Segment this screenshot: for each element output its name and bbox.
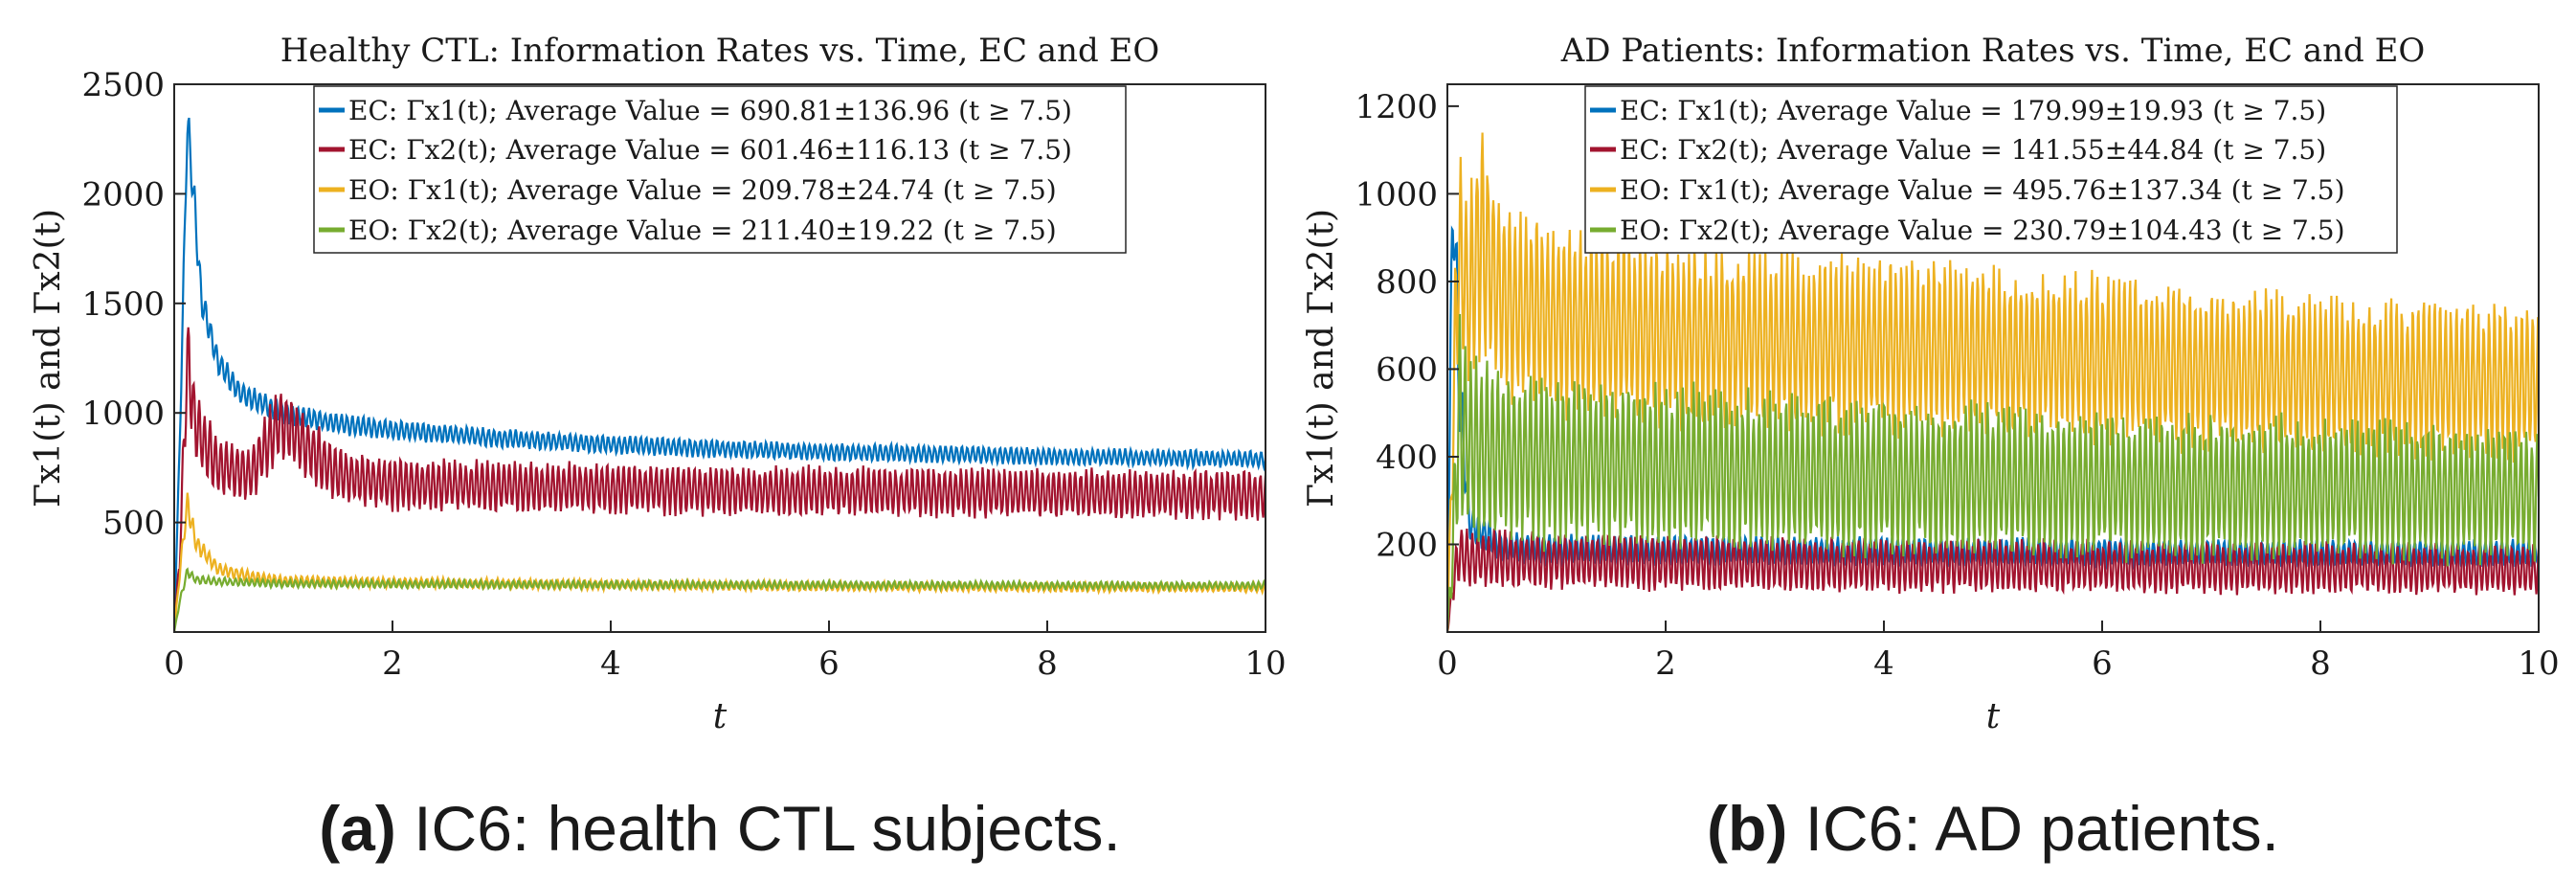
chart-b-plot-area — [1447, 132, 2539, 632]
chart-b-legend: EC: Γx1(t); Average Value = 179.99±19.93… — [1584, 85, 2398, 254]
chart-a-ylabel: Γx1(t) and Γx2(t) — [29, 209, 68, 508]
caption-a-label: (a) — [319, 793, 396, 864]
chart-a-axes-box — [173, 83, 1266, 633]
chart-a-legend-entry-3: EO: Γx1(t); Average Value = 209.78±24.74… — [319, 174, 1057, 206]
chart-a-xlabel: t — [713, 697, 728, 736]
chart-b-legend-entry-1: EC: Γx1(t); Average Value = 179.99±19.93… — [1590, 95, 2326, 126]
chart-a-legend-label-3: EO: Γx1(t); Average Value = 209.78±24.74… — [348, 174, 1057, 206]
chart-b-xtick-label: 4 — [1873, 644, 1894, 683]
chart-b-xtick-label: 6 — [2092, 644, 2113, 683]
chart-a-ticks: 0 2 4 6 8 10 500 1000 1500 2000 2500 — [81, 66, 1286, 683]
chart-a-xtick-label: 10 — [1244, 644, 1286, 683]
chart-b-ytick-label: 1000 — [1355, 175, 1438, 214]
chart-a-xtick-label: 8 — [1037, 644, 1058, 683]
chart-b-ytick-label: 1200 — [1355, 88, 1438, 126]
chart-b-xtick-label: 8 — [2310, 644, 2331, 683]
chart-b-xlabel: t — [1986, 697, 2001, 736]
chart-b-series-line-2 — [1447, 528, 2539, 632]
chart-a-legend-box — [313, 85, 1127, 254]
chart-b-ylabel: Γx1(t) and Γx2(t) — [1302, 209, 1341, 508]
chart-a-legend-label-1: EC: Γx1(t); Average Value = 690.81±136.9… — [348, 95, 1072, 126]
chart-a-series-line-3 — [174, 492, 1266, 632]
caption-a: (a) IC6: health CTL subjects. — [319, 793, 1121, 864]
chart-b-legend-label-2: EC: Γx2(t); Average Value = 141.55±44.84… — [1620, 134, 2326, 166]
chart-b-legend-label-4: EO: Γx2(t); Average Value = 230.79±104.4… — [1620, 215, 2345, 246]
chart-a-plot-area — [174, 117, 1266, 632]
chart-b-title: AD Patients: Information Rates vs. Time,… — [1560, 32, 2426, 70]
chart-a-legend-entry-1: EC: Γx1(t); Average Value = 690.81±136.9… — [319, 95, 1072, 126]
chart-b-xtick-label: 2 — [1655, 644, 1676, 683]
chart-a-legend-entry-2: EC: Γx2(t); Average Value = 601.46±116.1… — [319, 134, 1072, 166]
chart-a-series-line-4 — [174, 567, 1266, 632]
chart-b-ytick-label: 200 — [1376, 526, 1438, 564]
chart-a-legend-entry-4: EO: Γx2(t); Average Value = 211.40±19.22… — [319, 215, 1057, 246]
chart-b-legend-label-1: EC: Γx1(t); Average Value = 179.99±19.93… — [1620, 95, 2326, 126]
chart-b-ytick-label: 600 — [1376, 350, 1438, 389]
chart-a-xtick-label: 4 — [600, 644, 621, 683]
chart-a-xtick-label: 6 — [818, 644, 840, 683]
chart-a-ytick-label: 1500 — [81, 285, 165, 324]
chart-b-legend-entry-3: EO: Γx1(t); Average Value = 495.76±137.3… — [1590, 174, 2345, 206]
chart-b-legend-entry-4: EO: Γx2(t); Average Value = 230.79±104.4… — [1590, 215, 2345, 246]
chart-a-legend-label-2: EC: Γx2(t); Average Value = 601.46±116.1… — [348, 134, 1072, 166]
chart-a-title: Healthy CTL: Information Rates vs. Time,… — [280, 32, 1159, 70]
chart-a-legend: EC: Γx1(t); Average Value = 690.81±136.9… — [313, 85, 1127, 254]
caption-b: (b) IC6: AD patients. — [1707, 793, 2279, 864]
chart-panel-b: AD Patients: Information Rates vs. Time,… — [1302, 32, 2560, 864]
chart-panel-a: Healthy CTL: Information Rates vs. Time,… — [29, 32, 1287, 864]
chart-b-legend-label-3: EO: Γx1(t); Average Value = 495.76±137.3… — [1620, 174, 2345, 206]
chart-b-ticks: 0 2 4 6 8 10 200 400 600 800 1000 1200 — [1355, 88, 2559, 683]
caption-a-text: IC6: health CTL subjects. — [396, 793, 1121, 864]
chart-b-series-line-4 — [1447, 313, 2539, 632]
chart-a-series-line-1 — [174, 117, 1266, 632]
chart-a-ytick-label: 2500 — [81, 66, 165, 104]
chart-b-legend-box — [1584, 85, 2398, 254]
chart-b-ytick-label: 800 — [1376, 263, 1438, 302]
chart-b-axes-box — [1446, 83, 2540, 633]
chart-a-legend-label-4: EO: Γx2(t); Average Value = 211.40±19.22… — [348, 215, 1057, 246]
chart-b-xtick-label: 10 — [2518, 644, 2559, 683]
chart-b-xtick-label: 0 — [1437, 644, 1458, 683]
chart-a-ytick-label: 1000 — [81, 395, 165, 433]
chart-a-series-line-2 — [174, 327, 1266, 632]
chart-a-xtick-label: 0 — [164, 644, 185, 683]
caption-b-label: (b) — [1707, 793, 1787, 864]
chart-b-ytick-label: 400 — [1376, 439, 1438, 477]
chart-a-ytick-label: 2000 — [81, 175, 165, 214]
chart-b-legend-entry-2: EC: Γx2(t); Average Value = 141.55±44.84… — [1590, 134, 2326, 166]
caption-b-text: IC6: AD patients. — [1787, 793, 2279, 864]
chart-a-ytick-label: 500 — [102, 505, 165, 543]
chart-a-xtick-label: 2 — [382, 644, 403, 683]
